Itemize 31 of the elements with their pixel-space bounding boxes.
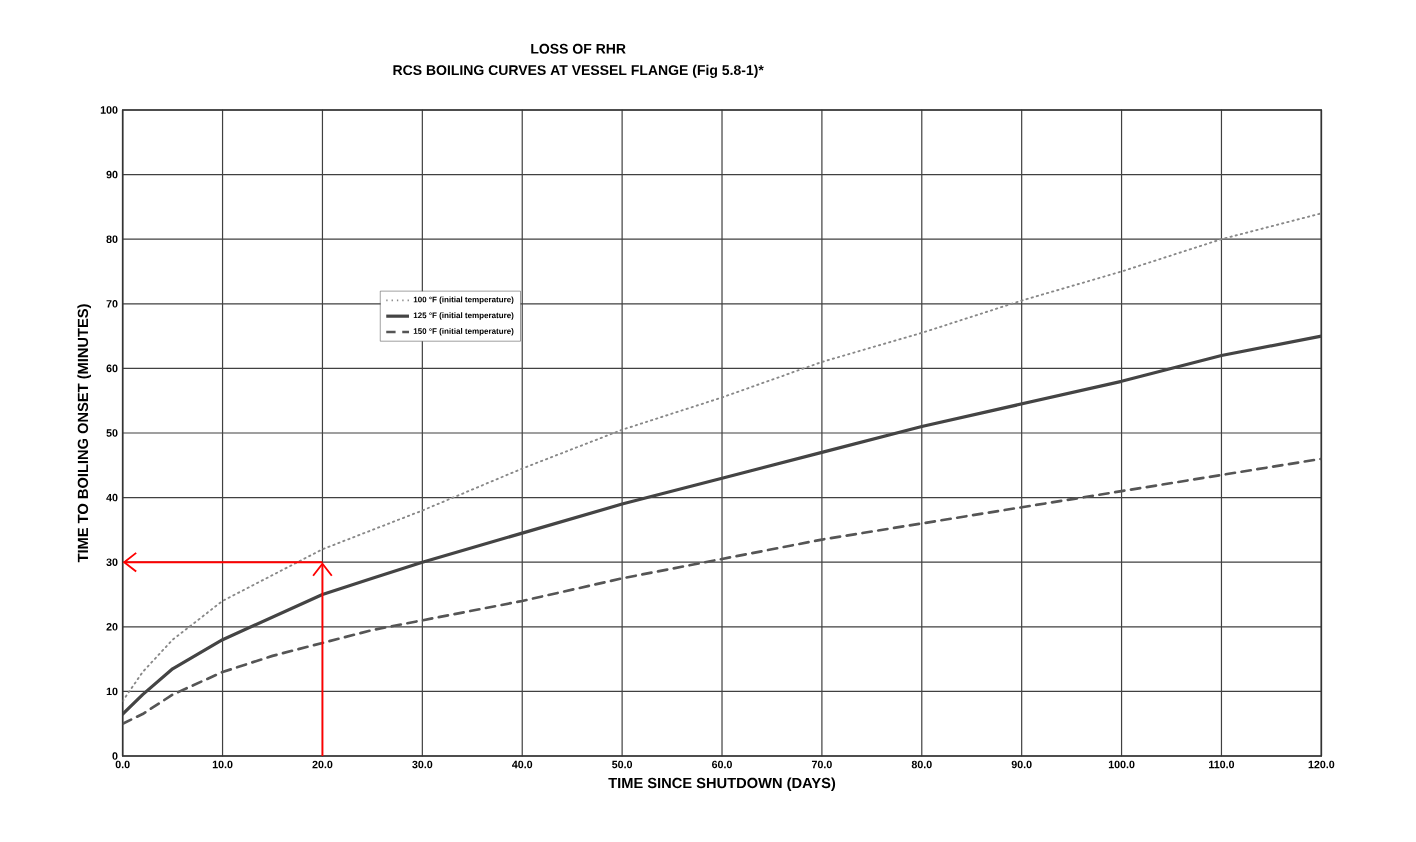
x-tick-label: 0.0 — [115, 760, 130, 769]
y-tick-label: 60 — [106, 364, 118, 373]
x-tick-label: 20.0 — [312, 760, 333, 769]
chart-subtitle: RCS BOILING CURVES AT VESSEL FLANGE (Fig 5.8-1)* — [393, 64, 764, 78]
x-tick-label: 40.0 — [512, 760, 533, 769]
y-tick-label: 90 — [106, 170, 118, 179]
x-tick-label: 90.0 — [1011, 760, 1032, 769]
y-tick-label: 30 — [106, 558, 118, 566]
x-tick-label: 110.0 — [1209, 760, 1235, 769]
x-axis-title: TIME SINCE SHUTDOWN (DAYS) — [608, 777, 836, 792]
chart-title: LOSS OF RHR — [531, 43, 626, 54]
y-tick-label: 20 — [106, 623, 118, 631]
x-tick-label: 120.0 — [1308, 760, 1335, 769]
y-tick-label: 80 — [106, 235, 118, 243]
x-tick-label: 50.0 — [612, 760, 633, 769]
x-tick-label: 100.0 — [1108, 760, 1135, 769]
x-tick-label: 60.0 — [712, 760, 732, 769]
legend-label: 100 °F (initial temperature) — [413, 296, 514, 304]
x-tick-label: 10.0 — [212, 760, 233, 769]
y-tick-label: 0 — [112, 752, 118, 760]
x-tick-label: 70.0 — [811, 760, 832, 769]
legend-label: 150 °F (initial temperature) — [413, 328, 514, 336]
y-tick-label: 40 — [106, 493, 118, 502]
x-tick-label: 30.0 — [412, 760, 433, 769]
y-tick-label: 50 — [106, 429, 118, 437]
y-axis-title: TIME TO BOILING ONSET (MINUTES) — [77, 304, 91, 563]
y-tick-label: 100 — [100, 106, 118, 114]
y-tick-label: 70 — [106, 300, 118, 308]
y-tick-label: 10 — [106, 687, 118, 696]
x-tick-label: 80.0 — [911, 760, 932, 769]
legend-label: 125 °F (initial temperature) — [413, 312, 514, 320]
